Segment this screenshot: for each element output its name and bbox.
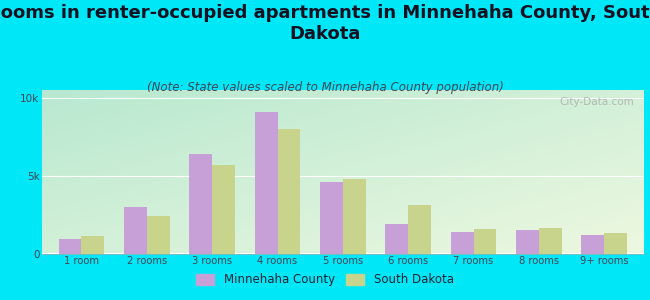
Bar: [474, 229, 497, 253]
Bar: [408, 205, 431, 254]
Bar: [516, 230, 539, 253]
Bar: [255, 112, 278, 254]
Bar: [450, 232, 474, 253]
Bar: [212, 165, 235, 254]
Bar: [124, 207, 147, 254]
Bar: [189, 154, 212, 254]
Text: (Note: State values scaled to Minnehaha County population): (Note: State values scaled to Minnehaha …: [146, 81, 504, 94]
Bar: [147, 216, 170, 254]
Text: Rooms in renter-occupied apartments in Minnehaha County, South
Dakota: Rooms in renter-occupied apartments in M…: [0, 4, 650, 43]
Legend: Minnehaha County, South Dakota: Minnehaha County, South Dakota: [192, 269, 458, 291]
Bar: [58, 239, 81, 254]
Bar: [320, 182, 343, 254]
Bar: [81, 236, 105, 254]
Bar: [343, 179, 366, 254]
Bar: [604, 233, 627, 254]
Bar: [539, 228, 562, 253]
Bar: [385, 224, 408, 254]
Bar: [581, 235, 604, 254]
Bar: [278, 129, 300, 254]
Text: City-Data.com: City-Data.com: [560, 97, 634, 106]
